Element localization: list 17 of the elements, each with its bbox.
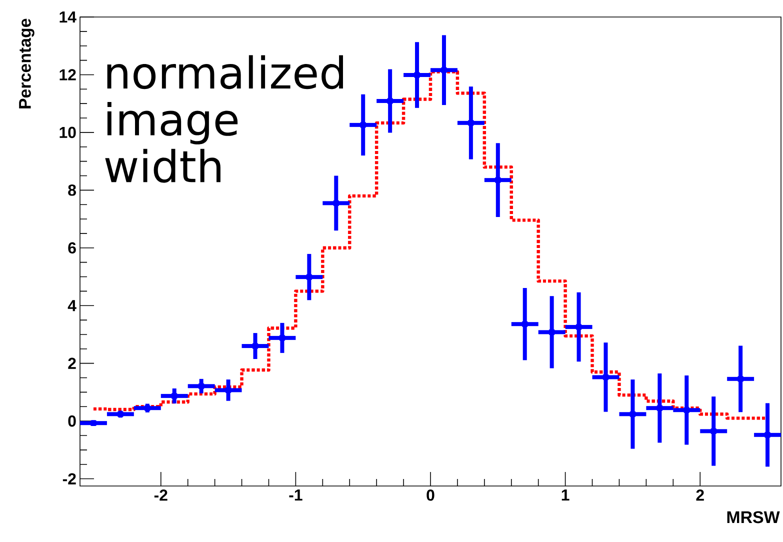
x-tick-label: -2 <box>154 490 168 501</box>
annotation: normalized image width <box>105 55 343 183</box>
x-axis-title: MRSW <box>727 511 780 524</box>
y-tick-label: 4 <box>68 300 76 312</box>
y-axis-title: Percentage <box>19 18 34 108</box>
y-tick-label: 2 <box>68 358 76 369</box>
y-tick-label: 0 <box>68 415 76 427</box>
y-tick-label: 12 <box>60 69 76 80</box>
y-tick-label: -2 <box>62 473 76 484</box>
x-tick-label: 0 <box>426 490 434 501</box>
y-tick-label: 6 <box>68 242 76 254</box>
x-tick-label: 1 <box>562 490 570 500</box>
y-tick-label: 14 <box>60 12 76 22</box>
y-tick-label: 8 <box>68 184 76 196</box>
y-tick-label: 10 <box>60 126 76 138</box>
x-tick-label: -1 <box>289 490 302 500</box>
x-tick-label: 2 <box>696 490 704 501</box>
